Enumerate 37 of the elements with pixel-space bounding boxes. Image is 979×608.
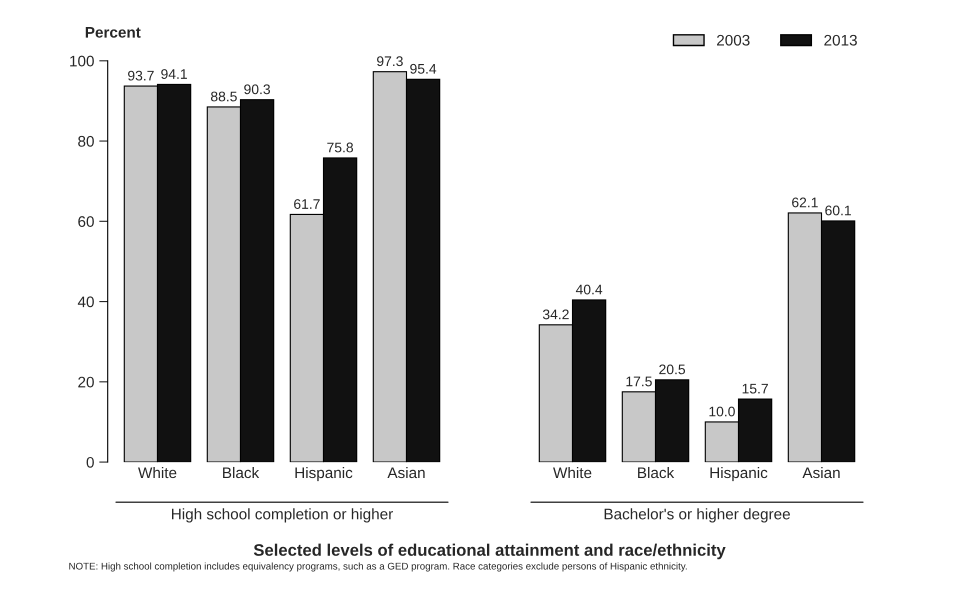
text: 10.0 — [709, 406, 735, 416]
text: 15.7 — [742, 384, 768, 394]
x-tick-label: Hispanic — [710, 466, 768, 482]
text: 62.1 — [792, 198, 818, 208]
text: High school completion or higher — [172, 508, 393, 522]
text: NOTE: High school completion includes equivalency programs, such as a GED program. Race categories exclude persons of Hispanic ethnicity. — [69, 562, 687, 572]
x-tick-label: Black — [223, 466, 260, 478]
text: 90.3 — [244, 84, 270, 94]
x-tick-label: Asian — [802, 466, 840, 478]
y-tick-label: 60 — [78, 216, 94, 227]
text: 95.4 — [410, 64, 436, 74]
text: 20.5 — [659, 364, 686, 374]
legend-label: 2013 — [824, 34, 857, 46]
y-tick-label: 80 — [78, 136, 94, 147]
x-tick-label: Black — [638, 466, 674, 478]
y-tick-label: 40 — [78, 296, 94, 308]
legend-label: 2003 — [717, 34, 750, 46]
text: 17.5 — [626, 376, 652, 386]
text: 88.5 — [210, 92, 237, 102]
x-tick-label: Hispanic — [295, 466, 352, 482]
x-tick-label: White — [138, 466, 176, 478]
text: 40.4 — [576, 284, 602, 294]
y-tick-label: 100 — [70, 56, 94, 66]
text: 61.7 — [294, 199, 320, 209]
text: 60.1 — [825, 206, 851, 216]
x-axis-title: Selected levels of educational attainment and race/ethnicity — [254, 544, 726, 560]
text: 93.7 — [128, 70, 154, 81]
x-tick-label: White — [553, 466, 592, 478]
y-tick-label: 20 — [78, 376, 94, 388]
x-tick-label: Asian — [387, 466, 425, 478]
text: 94.1 — [161, 69, 187, 79]
text: 75.8 — [327, 142, 354, 152]
y-tick-label: 0 — [86, 456, 94, 468]
text: 34.2 — [542, 309, 569, 320]
y-axis-title: Percent — [86, 27, 141, 38]
text: 97.3 — [377, 56, 403, 66]
text: Bachelor's or higher degree — [604, 508, 790, 522]
